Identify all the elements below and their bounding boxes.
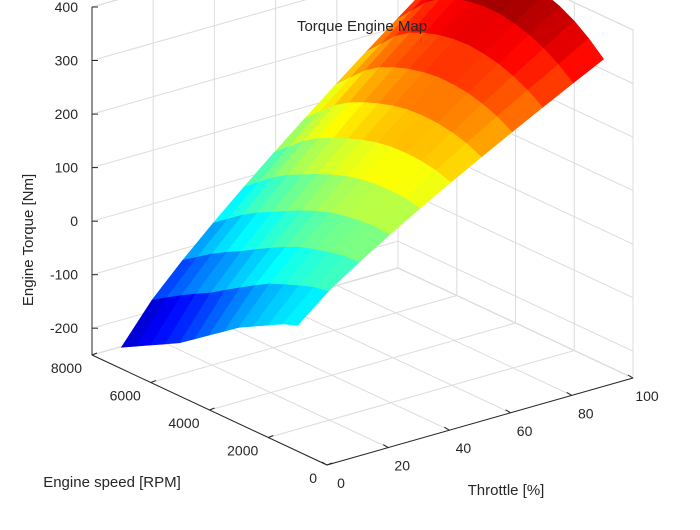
grid-line-torque-back: [91, 0, 119, 8]
torque-tick-label: 0: [70, 213, 78, 229]
speed-tick-label: 6000: [110, 388, 141, 404]
speed-tick: [268, 435, 274, 438]
throttle-tick-label: 20: [394, 458, 410, 474]
y-axis-label: Engine speed [RPM]: [43, 474, 181, 491]
throttle-tick: [566, 391, 573, 396]
tick-labels: 0 20 40 60 80 100 0 2000 4000 6000 8000 -200 -100 0 10…: [50, 0, 659, 491]
torque-tick-label: 400: [55, 0, 79, 15]
grid-line-torque-side: [397, 187, 634, 299]
speed-tick-label: 0: [309, 470, 317, 486]
grid-line-torque-side: [397, 240, 634, 352]
torque-tick-label: -200: [50, 320, 78, 336]
grid-line-speed-floor: [268, 350, 575, 438]
throttle-tick: [444, 426, 450, 431]
speed-tick: [150, 380, 156, 383]
chart-title: Torque Engine Map: [297, 18, 427, 35]
torque-surface: [120, 0, 605, 348]
grid-line-torque-back: [91, 26, 399, 115]
torque-tick-label: 200: [55, 106, 79, 122]
throttle-tick: [627, 374, 634, 379]
throttle-axis-line: [326, 377, 634, 466]
throttle-tick-label: 40: [456, 440, 472, 456]
throttle-tick: [382, 444, 389, 449]
throttle-tick-label: 60: [517, 423, 533, 439]
grid-line-speed-floor: [209, 322, 516, 411]
torque-tick-label: 300: [55, 53, 79, 69]
speed-tick-label: 2000: [227, 443, 258, 459]
torque-tick-label: -100: [50, 267, 78, 283]
z-axis-label: Engine Torque [Nm]: [20, 174, 37, 306]
tick-marks: [91, 6, 634, 466]
speed-tick: [91, 352, 98, 356]
grid-line-torque-side: [567, 0, 634, 31]
throttle-tick: [321, 461, 328, 466]
speed-tick: [326, 462, 333, 466]
speed-tick-label: 8000: [51, 360, 82, 376]
surface-patch: [282, 286, 329, 326]
throttle-tick-label: 0: [337, 475, 345, 491]
torque-tick-label: 100: [55, 160, 79, 176]
throttle-tick-label: 100: [635, 388, 659, 404]
speed-tick: [209, 407, 215, 411]
grid-line-torque-back: [91, 0, 307, 61]
grid-line-speed-floor: [150, 295, 457, 383]
x-axis-label: Throttle [%]: [468, 482, 545, 499]
throttle-tick: [505, 409, 511, 414]
throttle-tick-label: 80: [578, 405, 594, 421]
speed-tick-label: 4000: [168, 415, 199, 431]
